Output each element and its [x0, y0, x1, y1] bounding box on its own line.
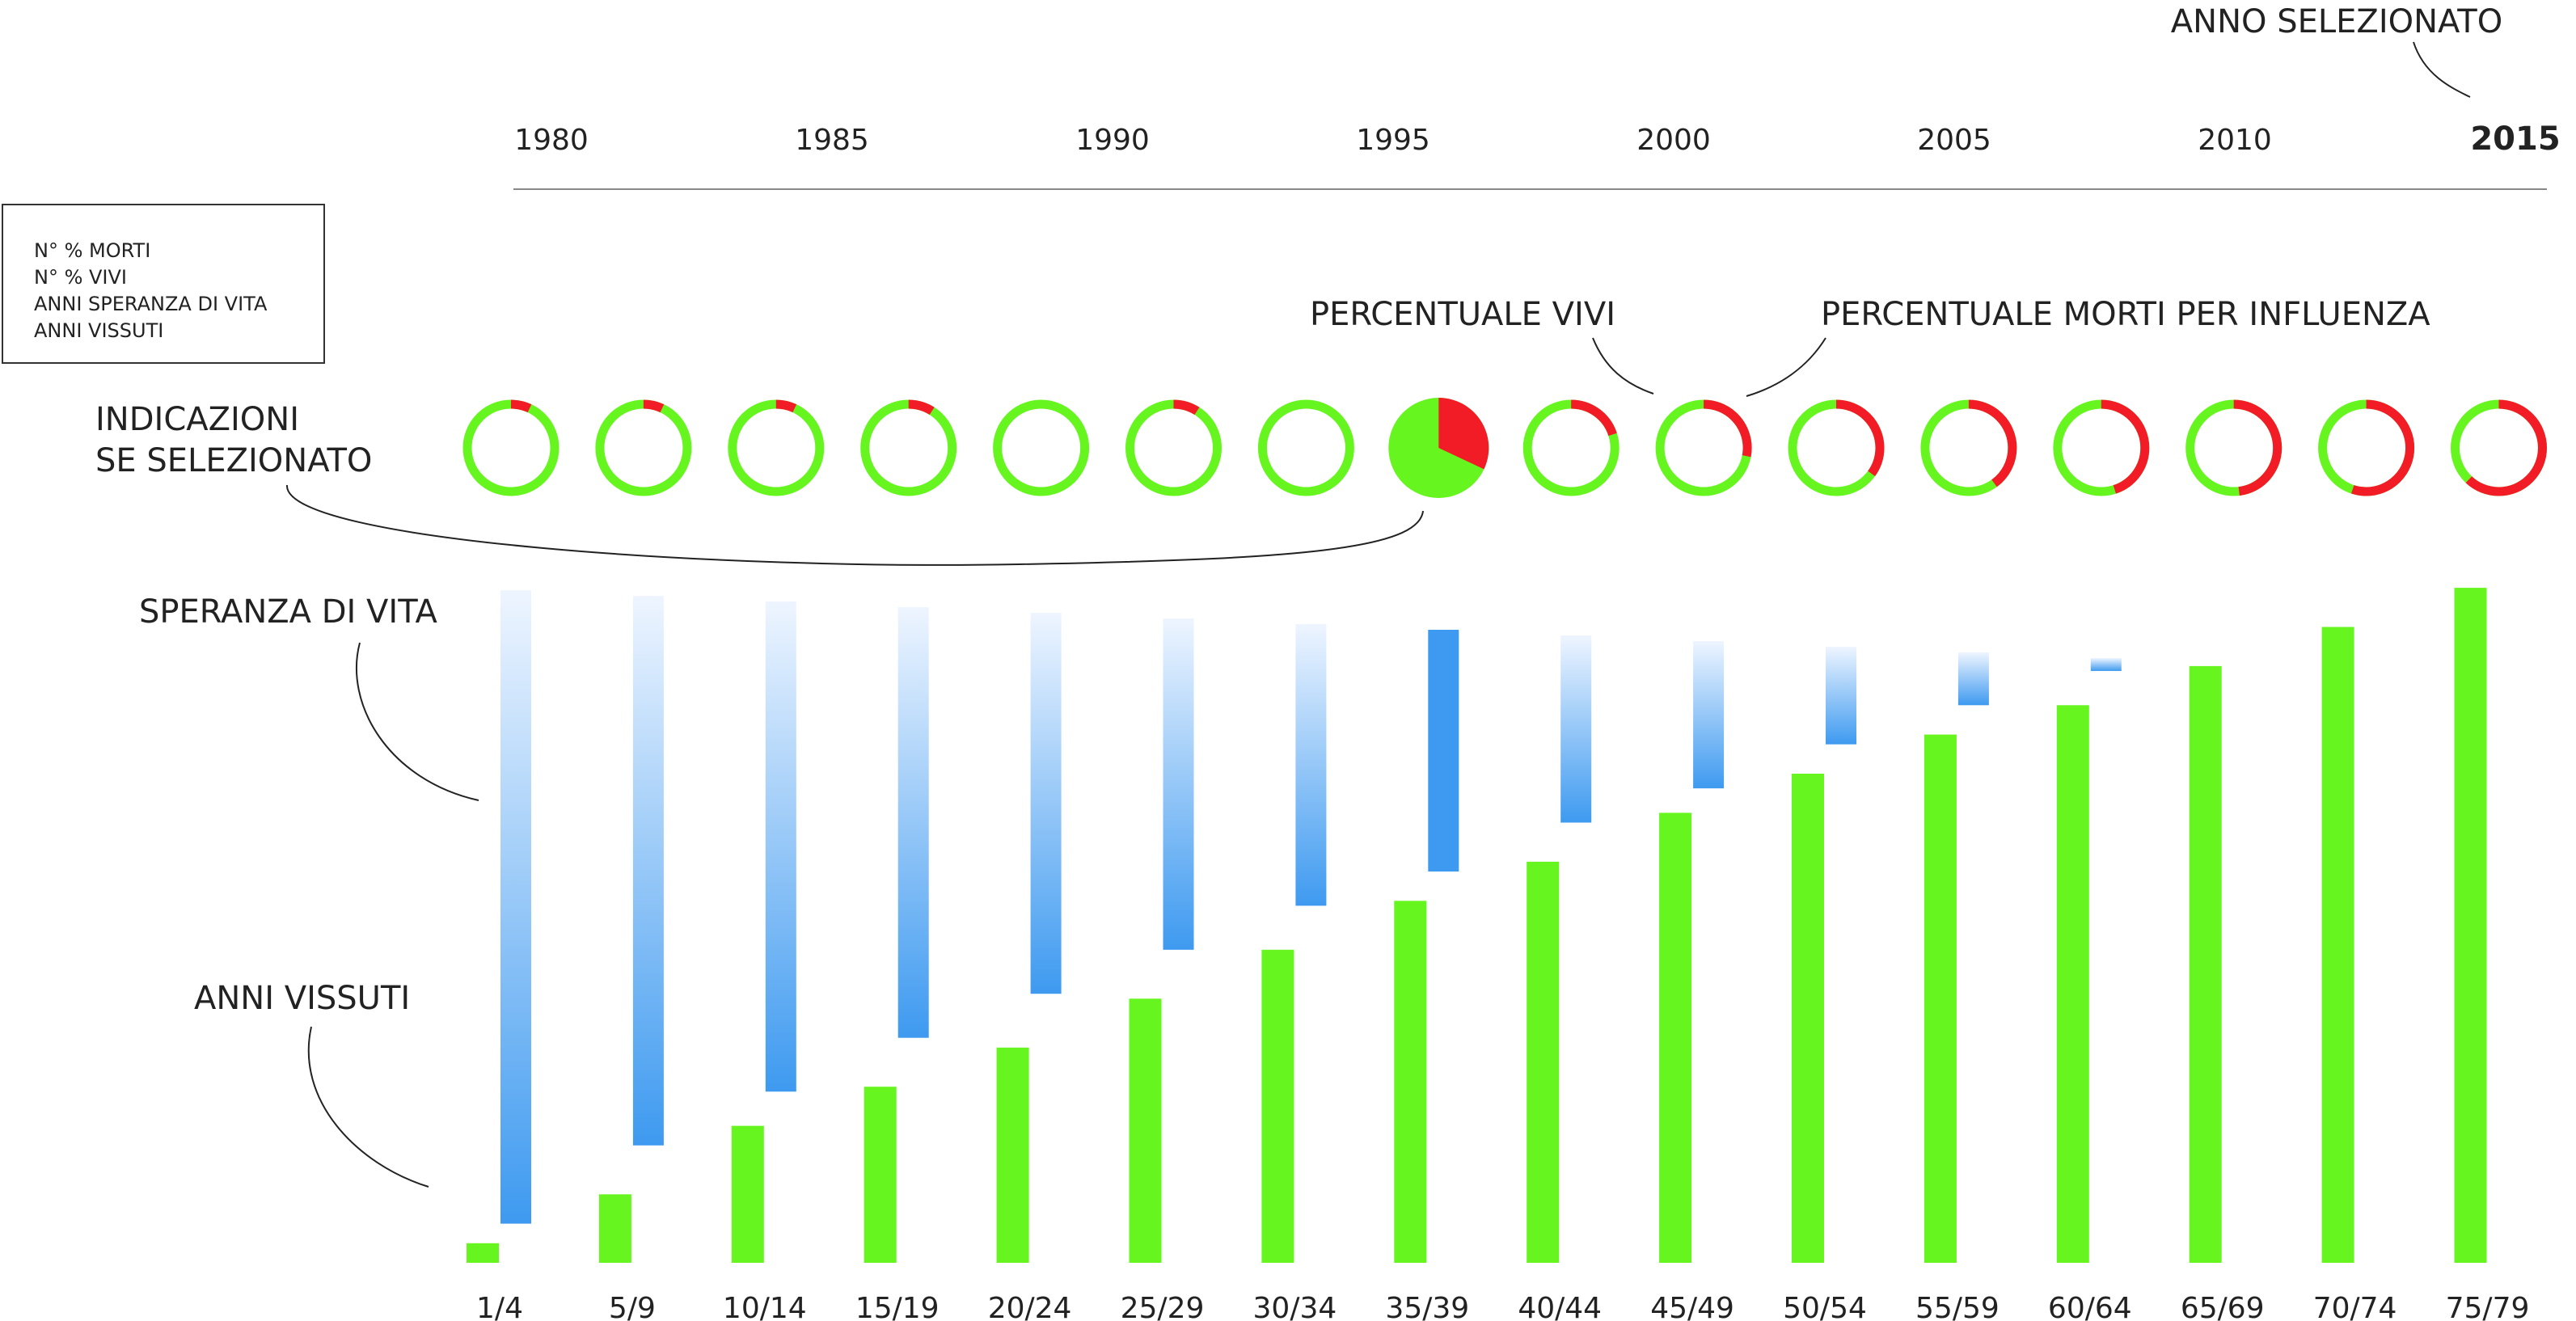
bar-anni-vissuti[interactable]: [1129, 998, 1162, 1263]
bar-anni-vissuti[interactable]: [2189, 665, 2222, 1263]
bar-speranza-di-vita[interactable]: [1163, 618, 1194, 950]
age-group-label: 1/4: [476, 1292, 523, 1321]
bar-speranza-di-vita[interactable]: [1693, 641, 1725, 789]
bar-anni-vissuti[interactable]: [467, 1243, 499, 1263]
bar-speranza-di-vita[interactable]: [1428, 630, 1459, 872]
bar-anni-vissuti[interactable]: [1792, 774, 1824, 1263]
percentuale-morti-connector: [1746, 337, 1826, 397]
pie-dead-selected[interactable]: [1438, 398, 1489, 470]
legend-box: N° % MORTI N° % VIVI ANNI SPERANZA DI VI…: [2, 204, 325, 364]
legend-item-vissuti: ANNI VISSUTI: [34, 319, 164, 342]
bar-anni-vissuti[interactable]: [1394, 901, 1427, 1263]
age-group-label: 20/24: [988, 1292, 1072, 1321]
anni-vissuti-label: ANNI VISSUTI: [194, 980, 410, 1017]
percentuale-morti-label: PERCENTUALE MORTI PER INFLUENZA: [1821, 296, 2430, 333]
legend-item-vivi: N° % VIVI: [34, 266, 128, 289]
age-group-label: 70/74: [2313, 1292, 2397, 1321]
age-group-label: 35/39: [1385, 1292, 1469, 1321]
bar-anni-vissuti[interactable]: [2321, 627, 2354, 1264]
bar-speranza-di-vita[interactable]: [1295, 624, 1327, 906]
legend-item-speranza: ANNI SPERANZA DI VITA: [34, 293, 268, 315]
bar-speranza-di-vita[interactable]: [1560, 635, 1592, 823]
bar-anni-vissuti[interactable]: [731, 1125, 764, 1263]
donut-dead-arc[interactable]: [1788, 399, 1885, 496]
age-group-label: 5/9: [609, 1292, 656, 1321]
percentuale-vivi-label: PERCENTUALE VIVI: [1310, 296, 1615, 333]
indicazioni-label-line1: INDICAZIONI: [95, 401, 299, 438]
donut-dead-arc[interactable]: [1655, 399, 1752, 496]
selected-year-connector: [2413, 41, 2471, 98]
age-group-label: 50/54: [1783, 1292, 1867, 1321]
selected-year-label: ANNO SELEZIONATO: [2171, 3, 2502, 40]
bar-anni-vissuti[interactable]: [2056, 705, 2089, 1263]
bar-anni-vissuti[interactable]: [996, 1047, 1029, 1263]
age-group-labels: 1/4 5/9 10/14 15/19 20/24 25/29 30/34 35/39 40/4…: [476, 1292, 2529, 1321]
age-group-label: 25/29: [1121, 1292, 1205, 1321]
bar-speranza-di-vita[interactable]: [500, 590, 531, 1224]
bar-anni-vissuti[interactable]: [864, 1087, 897, 1263]
indicazioni-connector: [285, 484, 1424, 566]
year-timeline: 1980 1985 1990 1995 2000 2005 2010 2015: [513, 120, 2561, 190]
age-group-label: 15/19: [855, 1292, 940, 1321]
bar-speranza-di-vita[interactable]: [897, 607, 929, 1038]
percentuale-vivi-connector: [1592, 337, 1654, 395]
donut-alive-ring[interactable]: [1257, 399, 1354, 496]
anni-vissuti-connector: [307, 1026, 429, 1188]
age-group-label: 60/64: [2048, 1292, 2132, 1321]
bars-group: [467, 588, 2487, 1263]
bar-anni-vissuti[interactable]: [1261, 949, 1294, 1263]
age-group-label: 40/44: [1518, 1292, 1602, 1321]
bar-anni-vissuti[interactable]: [1527, 861, 1560, 1263]
donut-dead-arc[interactable]: [728, 399, 825, 496]
donut-dead-arc[interactable]: [2185, 399, 2283, 496]
donut-dead-arc[interactable]: [1920, 399, 2017, 496]
bar-anni-vissuti[interactable]: [1659, 812, 1692, 1263]
bar-speranza-di-vita[interactable]: [632, 596, 664, 1146]
speranza-di-vita-connector: [356, 642, 479, 801]
timeline-year[interactable]: 1990: [1075, 124, 1150, 157]
bar-anni-vissuti[interactable]: [598, 1194, 631, 1263]
bar-speranza-di-vita[interactable]: [765, 601, 796, 1092]
donut-alive-ring[interactable]: [595, 399, 692, 496]
age-group-label: 10/14: [723, 1292, 807, 1321]
timeline-year-selected[interactable]: 2015: [2470, 120, 2560, 158]
timeline-year[interactable]: 1995: [1356, 124, 1430, 157]
timeline-year[interactable]: 2010: [2198, 124, 2272, 157]
donut-alive-ring[interactable]: [462, 399, 560, 496]
timeline-year[interactable]: 1980: [514, 124, 589, 157]
timeline-year[interactable]: 1985: [795, 124, 869, 157]
age-group-label: 65/69: [2181, 1292, 2265, 1321]
donut-dead-arc[interactable]: [462, 399, 560, 496]
speranza-di-vita-label: SPERANZA DI VITA: [139, 593, 438, 631]
bar-speranza-di-vita[interactable]: [1957, 652, 1989, 706]
survival-donuts: [462, 398, 2547, 498]
donut-dead-arc[interactable]: [595, 399, 692, 496]
donut-dead-arc[interactable]: [860, 399, 957, 496]
donut-dead-arc[interactable]: [2318, 399, 2415, 496]
timeline-year[interactable]: 2005: [1917, 124, 1991, 157]
bar-speranza-di-vita[interactable]: [1826, 647, 1856, 745]
age-group-label: 30/34: [1253, 1292, 1337, 1321]
bar-anni-vissuti[interactable]: [1924, 734, 1957, 1263]
donut-dead-arc[interactable]: [1522, 399, 1620, 496]
donut-dead-arc[interactable]: [2451, 399, 2547, 496]
age-group-label: 55/59: [1915, 1292, 2000, 1321]
timeline-year[interactable]: 2000: [1636, 124, 1711, 157]
donut-alive-ring[interactable]: [1125, 399, 1222, 496]
donut-alive-ring[interactable]: [860, 399, 957, 496]
bar-anni-vissuti[interactable]: [2454, 588, 2487, 1263]
donut-alive-ring[interactable]: [728, 399, 825, 496]
legend-item-morti: N° % MORTI: [34, 239, 151, 262]
bar-speranza-di-vita[interactable]: [2090, 658, 2122, 671]
donut-dead-arc[interactable]: [1125, 399, 1222, 496]
indicazioni-label-line2: SE SELEZIONATO: [95, 442, 372, 479]
bar-speranza-di-vita[interactable]: [1030, 613, 1062, 994]
age-group-label: 75/79: [2446, 1292, 2530, 1321]
donut-alive-ring[interactable]: [993, 399, 1090, 496]
age-group-label: 45/49: [1650, 1292, 1734, 1321]
donut-dead-arc[interactable]: [2053, 399, 2150, 496]
